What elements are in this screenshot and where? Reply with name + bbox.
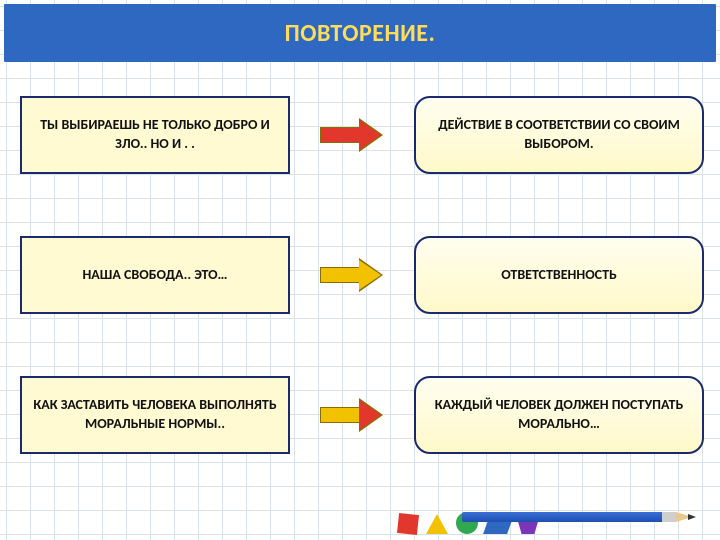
pencil-icon [462, 512, 702, 522]
answer-box: ОТВЕТСТВЕННОСТЬ [414, 236, 704, 314]
answer-text: ОТВЕТСТВЕННОСТЬ [501, 266, 617, 285]
answer-text: КАЖДЫЙ ЧЕЛОВЕК ДОЛЖЕН ПОСТУПАТЬ МОРАЛЬНО… [430, 396, 688, 434]
triangle-icon [426, 514, 448, 534]
prompt-text: НАША СВОБОДА.. ЭТО… [82, 266, 227, 285]
answer-box: КАЖДЫЙ ЧЕЛОВЕК ДОЛЖЕН ПОСТУПАТЬ МОРАЛЬНО… [414, 376, 704, 454]
arrow-cell [312, 118, 392, 152]
prompt-text: ТЫ ВЫБИРАЕШЬ НЕ ТОЛЬКО ДОБРО И ЗЛО.. НО … [32, 116, 278, 154]
arrow-cell [312, 398, 392, 432]
prompt-box: КАК ЗАСТАВИТЬ ЧЕЛОВЕКА ВЫПОЛНЯТЬ МОРАЛЬН… [20, 376, 290, 454]
diagram-row: КАК ЗАСТАВИТЬ ЧЕЛОВЕКА ВЫПОЛНЯТЬ МОРАЛЬН… [0, 376, 720, 454]
answer-text: ДЕЙСТВИЕ В СООТВЕТСТВИИ СО СВОИМ ВЫБОРОМ… [430, 116, 688, 154]
prompt-box: ТЫ ВЫБИРАЕШЬ НЕ ТОЛЬКО ДОБРО И ЗЛО.. НО … [20, 96, 290, 174]
square-icon [397, 513, 419, 535]
title-bar: ПОВТОРЕНИЕ. [4, 4, 716, 62]
arrow-icon [320, 398, 384, 432]
diagram-area: ТЫ ВЫБИРАЕШЬ НЕ ТОЛЬКО ДОБРО И ЗЛО.. НО … [0, 66, 720, 540]
prompt-text: КАК ЗАСТАВИТЬ ЧЕЛОВЕКА ВЫПОЛНЯТЬ МОРАЛЬН… [32, 396, 278, 434]
answer-box: ДЕЙСТВИЕ В СООТВЕТСТВИИ СО СВОИМ ВЫБОРОМ… [414, 96, 704, 174]
page-title: ПОВТОРЕНИЕ. [285, 19, 436, 48]
arrow-icon [320, 118, 384, 152]
prompt-box: НАША СВОБОДА.. ЭТО… [20, 236, 290, 314]
diagram-row: ТЫ ВЫБИРАЕШЬ НЕ ТОЛЬКО ДОБРО И ЗЛО.. НО … [0, 96, 720, 174]
arrow-icon [320, 258, 384, 292]
footer-decoration [0, 496, 720, 540]
arrow-cell [312, 258, 392, 292]
diagram-row: НАША СВОБОДА.. ЭТО… ОТВЕТСТВЕННОСТЬ [0, 236, 720, 314]
